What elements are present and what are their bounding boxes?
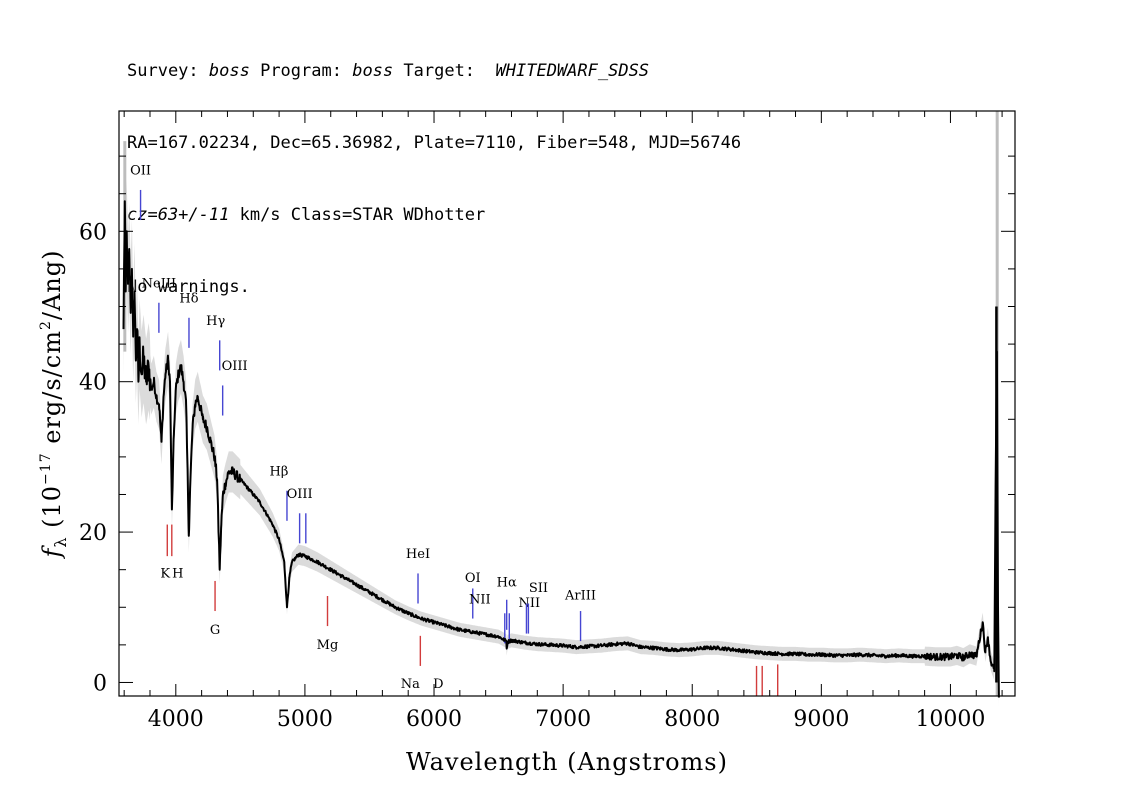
y-axis-f: f	[38, 545, 66, 560]
axis-ticks: 4000 5000 6000 7000 8000 9000 10000 0 20 40 60	[79, 111, 1015, 732]
header-line-2: RA=167.02234, Dec=65.36982, Plate=7110, …	[127, 133, 742, 153]
emission-line-label: Hα	[497, 576, 517, 591]
emission-line-label: SII	[529, 581, 548, 596]
survey-value: boss	[208, 61, 250, 81]
absorption-line-label: K	[160, 566, 170, 581]
emission-line-label: OII	[130, 164, 151, 179]
x-tick-label: 6000	[406, 707, 462, 732]
x-tick-label: 4000	[148, 707, 204, 732]
x-tick-label: 8000	[664, 707, 720, 732]
y-tick-label: 60	[79, 220, 107, 245]
emission-line-label: OIII	[287, 487, 313, 502]
y-axis-title: fλ (10−17 erg/s/cm2/Ang)	[38, 250, 70, 560]
program-label: Program:	[249, 61, 353, 81]
y-tick-label: 0	[93, 671, 107, 696]
emission-line-label: Hδ	[179, 292, 198, 307]
y-axis-units: erg/s/cm	[38, 330, 66, 452]
x-tick-label: 7000	[535, 707, 591, 732]
header-line-3: cz=63+/-11 km/s Class=STAR WDhotter	[127, 203, 741, 227]
y-axis-squared: 2	[38, 320, 54, 330]
x-tick-label: 5000	[277, 707, 333, 732]
y-axis-open: (10	[38, 485, 66, 537]
absorption-line-label: Mg	[317, 638, 339, 653]
x-axis-title: Wavelength (Angstroms)	[406, 748, 728, 776]
emission-line-label: Hγ	[206, 314, 225, 329]
y-tick-label: 40	[79, 371, 107, 396]
flux-series-line	[122, 200, 1000, 698]
y-axis-close: /Ang)	[38, 250, 66, 321]
emission-line-label: OIII	[222, 359, 248, 374]
flux-error-band	[123, 111, 999, 708]
y-axis-exponent: −17	[38, 452, 54, 485]
emission-line-label: Hβ	[270, 464, 289, 479]
class-info: km/s Class=STAR WDhotter	[229, 205, 486, 225]
target-value: WHITEDWARF_SDSS	[495, 61, 650, 81]
plot-frame	[118, 110, 1016, 697]
emission-line-label: NII	[469, 592, 491, 607]
emission-line-label: ArIII	[564, 589, 596, 604]
emission-line-label: NeIII	[142, 276, 176, 291]
absorption-line-label: G	[210, 623, 220, 638]
header-line-1: Survey: boss Program: boss Target: WHITE…	[127, 59, 741, 83]
emission-line-label: HeI	[406, 547, 430, 562]
spectrum-header: Survey: boss Program: boss Target: WHITE…	[127, 11, 741, 323]
target-label: Target:	[393, 61, 496, 81]
error-band-area	[123, 147, 999, 708]
absorption-line-label: H	[172, 566, 183, 581]
absorption-line-label: D	[433, 677, 443, 692]
emission-line-label: NII	[518, 596, 540, 611]
emission-line-label: OI	[465, 571, 481, 586]
y-axis-lambda: λ	[51, 536, 70, 547]
program-value: boss	[352, 61, 394, 81]
absorption-line-label: Na	[401, 677, 420, 692]
x-tick-label: 10000	[915, 707, 985, 732]
survey-label: Survey:	[127, 61, 209, 81]
cz-value: cz=63+/-11	[127, 205, 230, 225]
spectral-line-markers: OIINeIIIHδHγOIIIHβOIIIHeIOINIIHαNIISIIAr…	[130, 164, 779, 696]
y-tick-label: 20	[79, 521, 107, 546]
x-tick-label: 9000	[793, 707, 849, 732]
